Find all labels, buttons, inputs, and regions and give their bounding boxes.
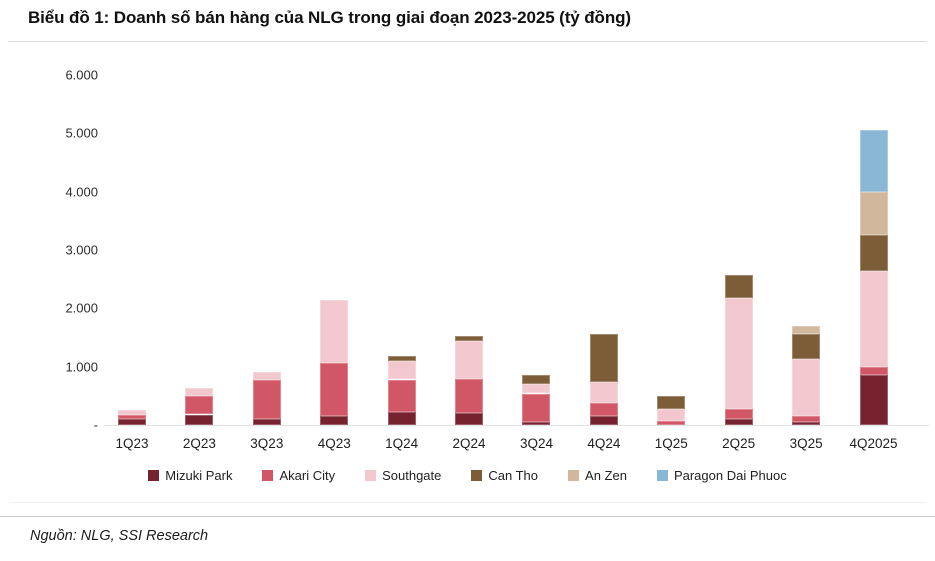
y-axis-tick-label: 2.000 (65, 300, 98, 316)
legend-label: Mizuki Park (165, 468, 233, 483)
x-axis-tick-label: 1Q25 (654, 436, 688, 451)
bar-segment-akari-city (657, 420, 686, 425)
bar-segment-akari-city (724, 409, 753, 420)
bar-segment-southgate (387, 361, 416, 380)
title-divider (8, 41, 927, 42)
bar-segment-southgate (455, 341, 484, 379)
x-axis-tick-label: 3Q25 (789, 436, 823, 451)
bar-segment-mizuki-park (252, 419, 281, 425)
bar-segment-southgate (320, 299, 349, 363)
source-note: Nguồn: NLG, SSI Research (30, 528, 209, 544)
legend-item-akari-city: Akari City (262, 468, 335, 483)
bar-segment-mizuki-park (387, 411, 416, 425)
x-axis-tick-label: 2Q25 (722, 436, 756, 451)
bar-segment-southgate (522, 384, 551, 394)
legend-item-can-tho: Can Tho (471, 468, 538, 483)
legend-swatch-icon (568, 470, 580, 481)
bar-segment-akari-city (859, 367, 888, 376)
bar-segment-can-tho (792, 334, 821, 359)
x-axis-tick-label: 4Q2025 (849, 436, 898, 451)
legend-label: Can Tho (488, 468, 539, 483)
chart-legend: Mizuki Park Akari City Southgate Can Tho An … (0, 468, 935, 483)
bar-segment-akari-city (522, 393, 551, 422)
bar-segment-an-zen (859, 191, 888, 236)
bar-segment-southgate (724, 298, 753, 410)
bar-segment-southgate (589, 382, 618, 403)
y-axis-tick-label: 4.000 (65, 184, 98, 200)
bar-segment-southgate (657, 408, 686, 421)
bar-segment-can-tho (522, 375, 551, 385)
bar-segment-akari-city (589, 402, 618, 416)
bar-segment-can-tho (387, 355, 416, 362)
bar-segment-mizuki-park (589, 415, 618, 425)
bar-segment-can-tho (724, 275, 753, 299)
x-axis-tick-label: 2Q24 (452, 436, 486, 451)
bar-segment-mizuki-park (724, 419, 753, 425)
footer-divider (0, 516, 935, 517)
chart-title: Biểu đồ 1: Doanh số bán hàng của NLG tro… (28, 8, 631, 27)
y-axis-tick-label: 3.000 (65, 242, 98, 258)
bar-segment-can-tho (589, 334, 618, 383)
legend-swatch-icon (148, 470, 160, 481)
legend-item-an-zen: An Zen (568, 468, 627, 483)
bar-segment-akari-city (792, 416, 821, 423)
bar-segment-mizuki-park (455, 412, 484, 425)
x-axis-tick-label: 4Q24 (587, 436, 621, 451)
legend-item-mizuki-park: Mizuki Park (148, 468, 232, 483)
legend-item-paragon-dai-phuoc: Paragon Dai Phuoc (656, 468, 787, 483)
x-axis-tick-label: 1Q24 (385, 436, 419, 451)
x-axis-tick-label: 4Q23 (317, 436, 351, 451)
bar-segment-akari-city (118, 415, 146, 420)
bar-segment-paragon-dai-phuoc (859, 130, 888, 192)
bar-segment-mizuki-park (320, 416, 349, 425)
x-axis-tick-label: 3Q23 (250, 436, 284, 451)
legend-swatch-icon (262, 470, 274, 481)
bar-segment-can-tho (859, 235, 888, 271)
y-axis-tick-label: 1.000 (65, 359, 98, 375)
x-axis-tick-label: 1Q23 (115, 436, 149, 451)
legend-swatch-icon (365, 470, 377, 481)
bar-segment-mizuki-park (859, 375, 888, 425)
bar-segment-mizuki-park (792, 422, 821, 425)
bar-segment-can-tho (657, 395, 686, 409)
x-axis-tick-label: 2Q23 (182, 436, 216, 451)
legend-item-southgate: Southgate (365, 468, 441, 483)
chart-card-bottom-edge (10, 502, 927, 503)
bar-segment-southgate (185, 387, 214, 396)
bar-segment-mizuki-park (522, 421, 551, 425)
bar-segment-can-tho (455, 336, 484, 341)
bar-segment-mizuki-park (118, 419, 146, 425)
y-axis-tick-label: 6.000 (65, 67, 98, 83)
bar-segment-southgate (118, 410, 146, 416)
bar-segment-akari-city (387, 379, 416, 412)
bar-segment-akari-city (455, 378, 484, 413)
legend-swatch-icon (471, 470, 483, 481)
legend-label: An Zen (585, 468, 627, 483)
legend-label: Southgate (382, 468, 442, 483)
bar-segment-akari-city (252, 380, 281, 420)
bar-segment-southgate (252, 371, 281, 381)
bar-segment-akari-city (185, 395, 214, 415)
y-axis-tick-label: 5.000 (65, 125, 98, 141)
bar-segment-akari-city (320, 362, 349, 417)
legend-swatch-icon (656, 470, 668, 481)
bar-segment-southgate (792, 358, 821, 417)
legend-label: Akari City (279, 468, 336, 483)
x-axis-tick-label: 3Q24 (519, 436, 553, 451)
bar-segment-an-zen (792, 325, 821, 334)
y-axis-tick-label: - (93, 417, 98, 433)
legend-label: Paragon Dai Phuoc (673, 468, 787, 483)
bar-segment-mizuki-park (185, 414, 214, 425)
x-axis-line (104, 425, 929, 426)
bar-segment-southgate (859, 271, 888, 368)
